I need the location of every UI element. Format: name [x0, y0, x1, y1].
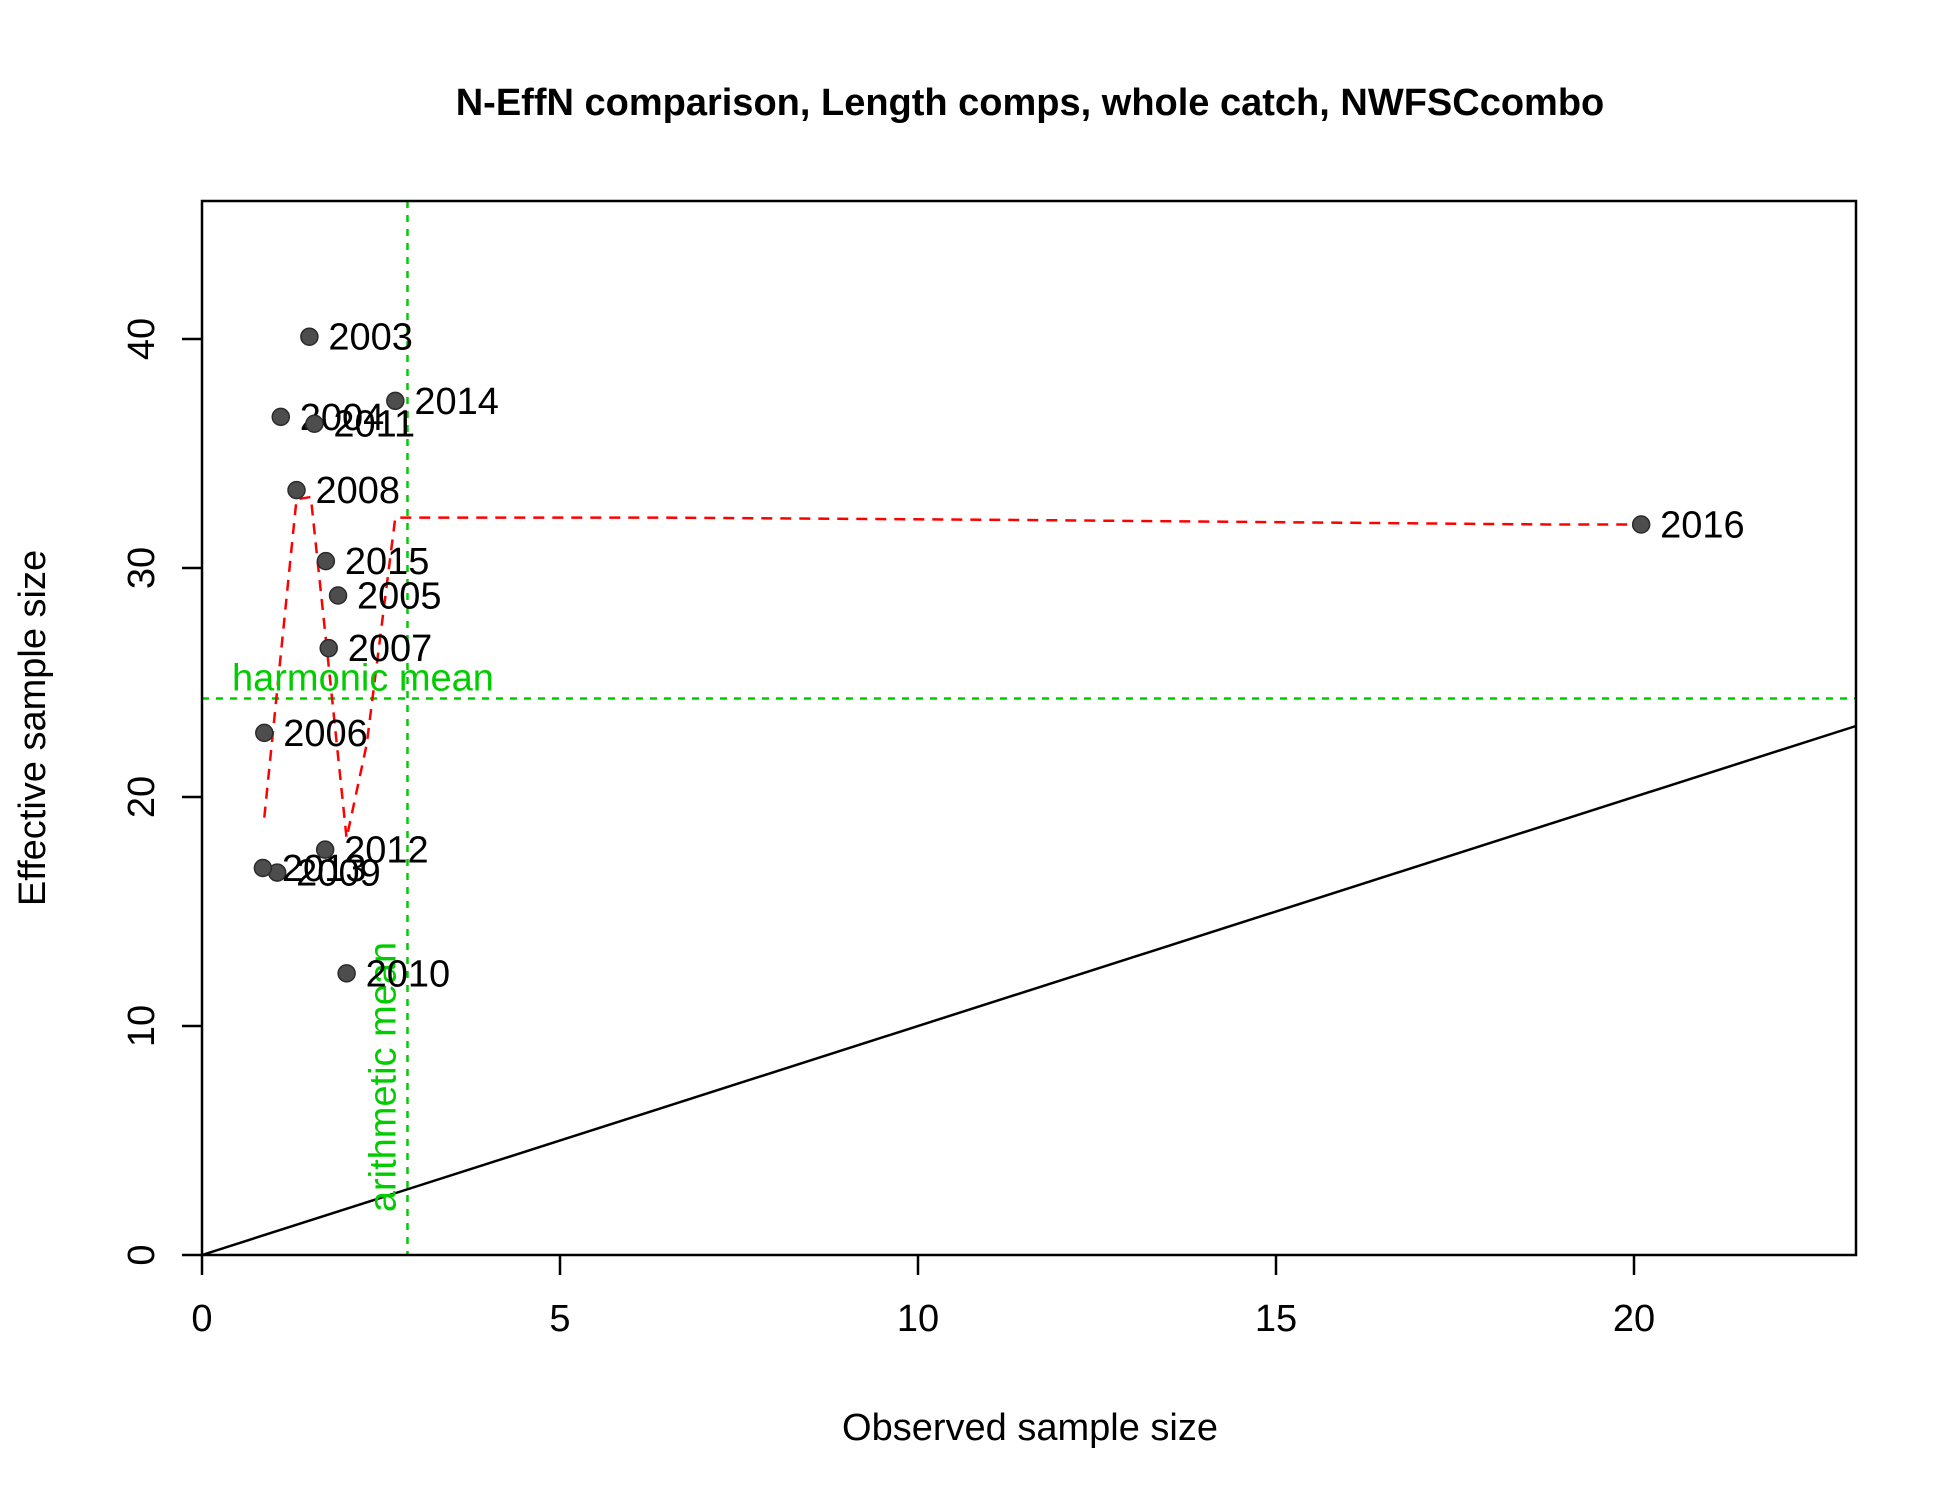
harmonic-mean-label: harmonic mean [232, 658, 494, 700]
point-label-2010: 2010 [366, 953, 451, 995]
point-2003 [300, 327, 319, 346]
point-label-2016: 2016 [1660, 504, 1745, 546]
y-tick-label-10: 10 [121, 1005, 163, 1047]
point-2011 [305, 414, 324, 433]
point-label-2007: 2007 [348, 628, 433, 670]
x-tick-label-15: 15 [1255, 1298, 1297, 1340]
point-label-2015: 2015 [345, 541, 430, 583]
point-label-2003: 2003 [328, 317, 413, 359]
plot-frame [200, 199, 1858, 1257]
point-label-2012: 2012 [344, 830, 429, 872]
point-2010 [337, 964, 356, 983]
point-2014 [386, 391, 405, 411]
point-2004 [271, 407, 291, 427]
point-label-2013: 2013 [282, 848, 367, 890]
point-label-2005: 2005 [357, 575, 442, 617]
point-2012 [315, 840, 335, 859]
y-tick-label-30: 30 [121, 547, 163, 589]
point-label-2008: 2008 [316, 470, 401, 512]
y-axis: 0 10 20 30 40 [121, 318, 202, 1266]
plot-clipped [202, 201, 1856, 1255]
x-tick-label-10: 10 [897, 1298, 939, 1340]
chart-title: N-EffN comparison, Length comps, whole c… [456, 82, 1605, 124]
point-2015 [316, 551, 336, 571]
y-tick-label-20: 20 [121, 776, 163, 818]
x-axis: 0 5 10 15 20 [191, 1255, 1655, 1340]
point-label-2014: 2014 [414, 381, 499, 423]
x-axis-label: Observed sample size [842, 1407, 1218, 1449]
point-2005 [328, 586, 348, 605]
point-label-2009: 2009 [296, 853, 381, 895]
one-to-one-line [202, 724, 1856, 1255]
point-2016 [1631, 515, 1651, 534]
y-axis-label: Effective sample size [12, 550, 54, 906]
point-2006 [255, 723, 274, 743]
y-tick-label-40: 40 [121, 318, 163, 360]
point-2013 [253, 858, 273, 878]
point-label-2006: 2006 [283, 713, 368, 755]
point-2008 [287, 480, 306, 500]
x-tick-label-5: 5 [549, 1298, 570, 1340]
smoother-line [263, 495, 1642, 839]
point-2007 [319, 638, 338, 658]
arithmetic-mean-label: arithmetic mean [362, 942, 404, 1212]
x-tick-label-0: 0 [191, 1298, 212, 1340]
x-tick-label-20: 20 [1613, 1298, 1655, 1340]
y-tick-label-0: 0 [121, 1244, 163, 1265]
point-label-2011: 2011 [333, 404, 415, 446]
